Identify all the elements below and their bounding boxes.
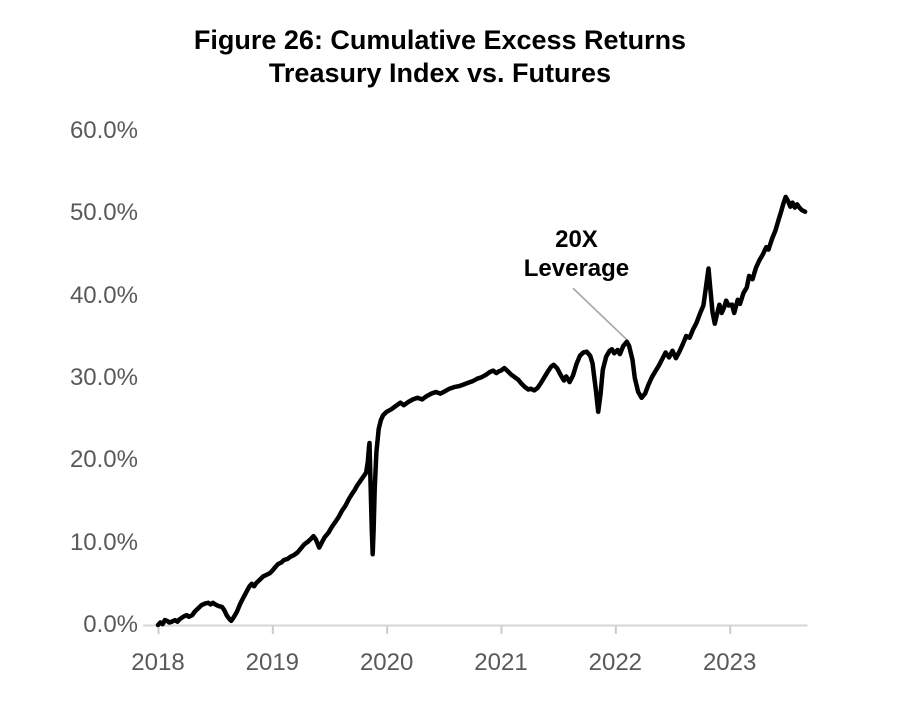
x-axis-label: 2022 — [588, 649, 643, 676]
y-axis-label: 60.0% — [69, 117, 138, 144]
chart-title: Figure 26: Cumulative Excess Returns Tre… — [0, 24, 880, 90]
y-axis-label: 30.0% — [69, 364, 138, 391]
x-axis-label: 2019 — [245, 649, 300, 676]
y-axis-label: 10.0% — [69, 528, 138, 556]
y-axis-label: 0.0% — [83, 611, 138, 638]
annotation-line2: Leverage — [523, 255, 630, 283]
x-axis-label: 2023 — [702, 649, 757, 676]
annotation-line1: 20X — [555, 226, 598, 254]
chart-title-line2: Treasury Index vs. Futures — [268, 58, 612, 88]
y-axis-label: 50.0% — [69, 199, 138, 227]
y-axis-label: 40.0% — [69, 281, 138, 309]
series-line — [155, 194, 808, 628]
x-axis-label: 2018 — [131, 649, 185, 676]
y-axis-label: 20.0% — [69, 446, 138, 474]
chart-title-line1: Figure 26: Cumulative Excess Returns — [193, 25, 687, 55]
series-annotation: 20X Leverage — [466, 225, 686, 283]
annotation-leader-line — [572, 287, 630, 343]
x-axis-label: 2020 — [359, 649, 414, 676]
x-axis-label: 2021 — [474, 649, 528, 676]
